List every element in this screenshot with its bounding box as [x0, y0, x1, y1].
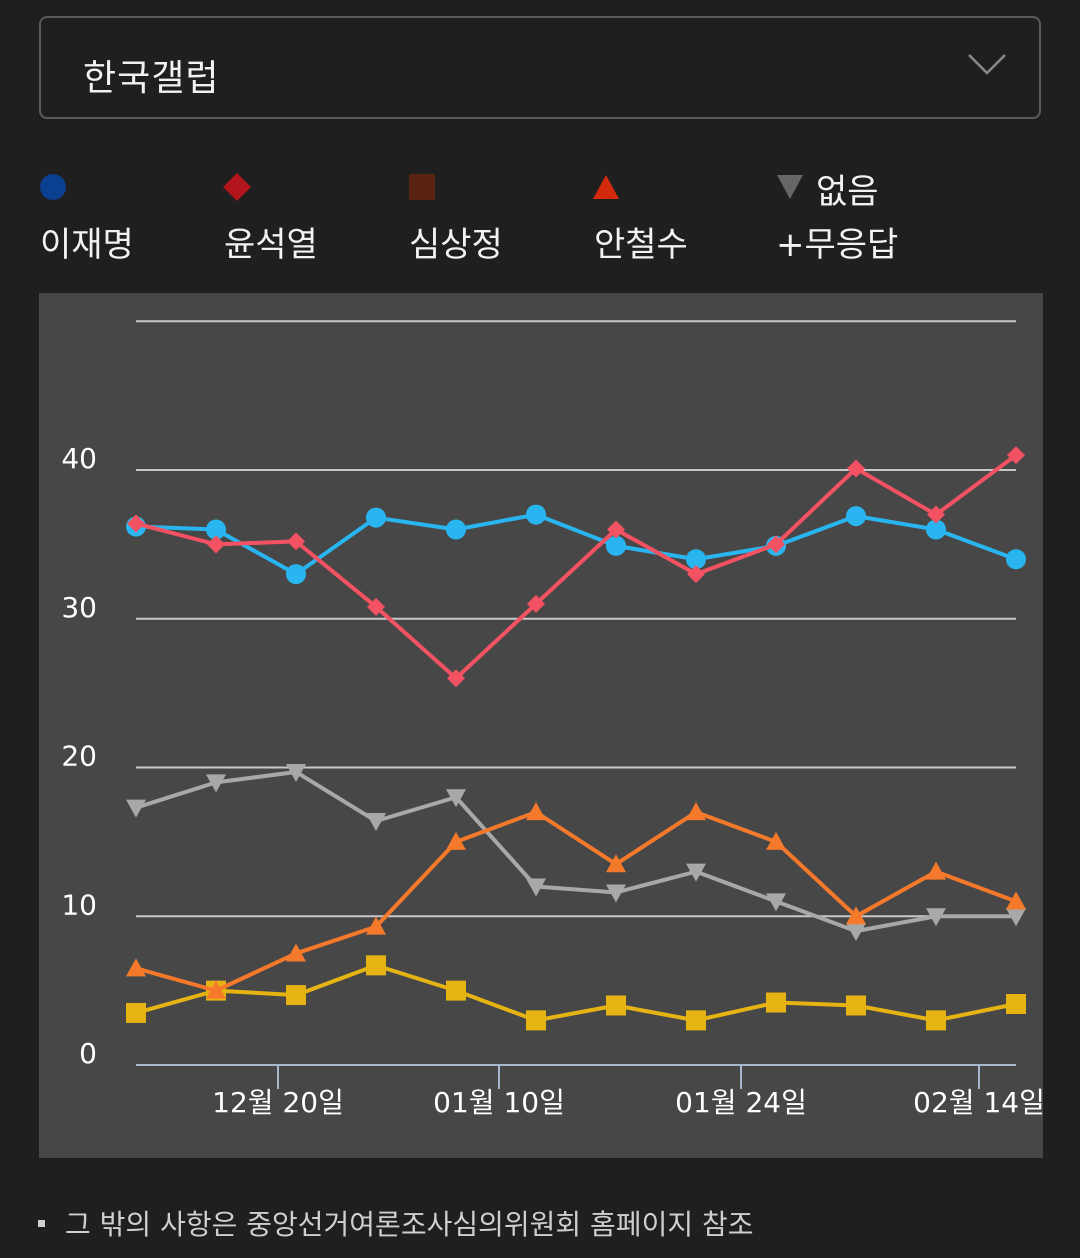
- legend-label-line1: 없음: [816, 172, 879, 212]
- y-tick-label: 30: [61, 591, 97, 624]
- data-point: [846, 923, 866, 942]
- data-point: [606, 854, 626, 873]
- data-point: [846, 995, 866, 1016]
- data-point: [206, 519, 226, 540]
- data-point: [927, 505, 945, 524]
- data-point: [846, 906, 866, 925]
- data-point: [286, 763, 306, 782]
- data-point: [686, 1010, 706, 1031]
- data-point: [286, 943, 306, 962]
- data-point: [687, 565, 705, 584]
- data-point: [926, 519, 946, 540]
- data-point: [366, 916, 386, 935]
- data-point: [606, 995, 626, 1016]
- data-point: [286, 985, 306, 1006]
- data-point: [446, 519, 466, 540]
- data-point: [847, 459, 865, 478]
- data-point: [1007, 446, 1025, 465]
- data-point: [926, 908, 946, 927]
- bullet-icon: [38, 1219, 45, 1227]
- x-tick-label: 01월 24일: [675, 1086, 807, 1119]
- data-point: [207, 535, 225, 554]
- series-line-0: [135, 512, 1017, 577]
- data-point: [926, 861, 946, 880]
- data-point: [446, 980, 466, 1001]
- footnote: 그 밖의 사항은 중앙선거여론조사심의위원회 홈페이지 참조: [38, 1203, 754, 1243]
- legend-label: 심상정: [409, 225, 503, 265]
- data-point: [126, 1002, 146, 1023]
- data-point: [126, 799, 146, 818]
- data-point: [1006, 549, 1026, 570]
- square-marker-icon: [409, 174, 435, 200]
- legend-label: 윤석열: [224, 225, 318, 265]
- pollster-dropdown-value: 한국갤럽: [83, 58, 220, 99]
- data-point: [767, 535, 785, 554]
- data-point: [526, 878, 546, 897]
- chevron-down-icon: [968, 54, 1006, 75]
- series-line-4: [135, 769, 1016, 934]
- diamond-marker-icon: [223, 173, 251, 201]
- data-point: [366, 813, 386, 832]
- footnote-text: 그 밖의 사항은 중앙선거여론조사심의위원회 홈페이지 참조: [65, 1208, 754, 1241]
- data-point: [686, 802, 706, 821]
- data-point: [1006, 891, 1026, 910]
- data-point: [527, 594, 545, 613]
- data-point: [526, 1010, 546, 1031]
- data-point: [606, 535, 626, 556]
- data-point: [206, 980, 226, 999]
- data-point: [126, 958, 146, 977]
- triangle-up-marker-icon: [593, 175, 619, 199]
- legend-label: 안철수: [594, 225, 688, 265]
- x-tick-label: 02월 14일: [913, 1086, 1043, 1119]
- series-line-3: [135, 810, 1017, 993]
- data-point: [366, 955, 386, 976]
- data-point: [447, 669, 465, 688]
- series-line-2: [135, 963, 1017, 1023]
- data-point: [446, 789, 466, 808]
- data-point: [926, 1010, 946, 1031]
- data-point: [846, 506, 866, 527]
- data-point: [686, 549, 706, 570]
- data-point: [367, 597, 385, 616]
- data-point: [526, 504, 546, 525]
- data-point: [606, 884, 626, 903]
- y-tick-label: 10: [61, 888, 97, 921]
- data-point: [1006, 908, 1026, 927]
- series-line-1: [135, 453, 1018, 681]
- x-tick-label: 12월 20일: [212, 1086, 344, 1119]
- chart-svg: 0 10 20 30 40 12월 20일 01월 10일 01월 24일 02월 14일: [61, 320, 1043, 1119]
- y-tick-label: 20: [61, 740, 97, 773]
- circle-marker-icon: [40, 174, 66, 200]
- data-point: [766, 831, 786, 850]
- data-point: [1006, 994, 1026, 1015]
- pollster-dropdown[interactable]: 한국갤럽: [39, 16, 1041, 119]
- data-point: [206, 774, 226, 793]
- data-point: [526, 802, 546, 821]
- data-point: [686, 863, 706, 882]
- legend-label: 이재명: [40, 225, 134, 265]
- data-point: [766, 992, 786, 1013]
- x-tick-label: 01월 10일: [433, 1086, 565, 1119]
- chart-legend: 이재명 윤석열 심상정 안철수 없음 +무응답: [0, 160, 1080, 270]
- y-tick-label: 40: [61, 442, 97, 475]
- data-point: [607, 520, 625, 539]
- data-point: [446, 831, 466, 850]
- data-point: [286, 564, 306, 585]
- legend-label-line2: +무응답: [776, 225, 899, 265]
- data-point: [366, 507, 386, 528]
- y-tick-label: 0: [79, 1037, 97, 1070]
- data-point: [287, 532, 305, 551]
- poll-line-chart: 0 10 20 30 40 12월 20일 01월 10일 01월 24일 02월 14일: [39, 293, 1043, 1158]
- data-point: [766, 893, 786, 912]
- triangle-down-marker-icon: [777, 175, 803, 199]
- data-point: [127, 514, 145, 533]
